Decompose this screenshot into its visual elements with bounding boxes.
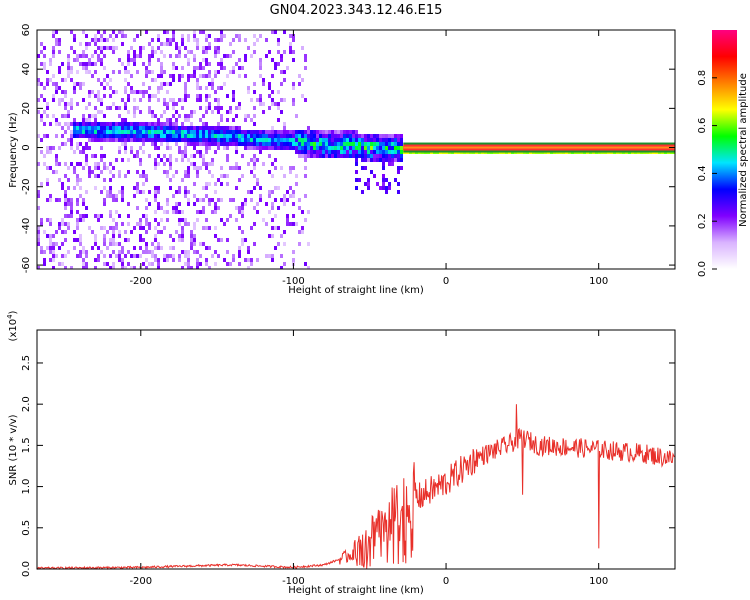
spectrogram-y-tick-label: -20 (21, 179, 32, 195)
colorbar: 0.0 0.2 0.4 0.6 0.8 Normalized spectral ampl… (697, 30, 749, 277)
colorbar-tick-label: 0.2 (697, 213, 708, 229)
colorbar-ticks: 0.0 0.2 0.4 0.6 0.8 (697, 70, 717, 277)
snr-multiplier: (x104) (6, 310, 19, 341)
snr-y-tick-label: 0.0 (21, 561, 32, 577)
snr-series-line (36, 404, 675, 571)
spectrogram-x-tick-label: -100 (282, 276, 305, 287)
spectrogram-y-tick-label: -40 (21, 218, 32, 234)
spectrogram-y-tick-label: 40 (21, 63, 32, 76)
snr-x-tick-label: 0 (443, 576, 449, 587)
snr-y-tick-label: 2.5 (21, 355, 32, 371)
snr-x-tick-label: -100 (282, 576, 305, 587)
spectrogram-x-label: Height of straight line (km) (288, 285, 424, 296)
snr-y-ticks: 0.0 0.5 1.0 1.5 2.0 2.5 (21, 355, 675, 577)
snr-y-tick-label: 0.5 (21, 520, 32, 536)
snr-x-label: Height of straight line (km) (288, 585, 424, 596)
colorbar-gradient (712, 30, 737, 269)
spectrogram-y-tick-label: 20 (21, 102, 32, 115)
snr-y-tick-label: 1.0 (21, 479, 32, 495)
figure-title: GN04.2023.343.12.46.E15 (270, 3, 443, 18)
spectrogram-y-tick-label: 0 (21, 144, 32, 150)
spectrogram-y-ticks: -60 -40 -20 0 20 40 60 (21, 24, 675, 273)
snr-frame (36, 329, 676, 570)
spectrogram-x-tick-label: -200 (129, 276, 152, 287)
snr-x-tick-label: 100 (589, 576, 608, 587)
colorbar-tick-label: 0.4 (697, 165, 708, 181)
ridge-band-core (403, 146, 675, 149)
spectrogram-x-ticks: -200 -100 0 100 (129, 30, 608, 287)
colorbar-label: Normalized spectral amplitude (738, 73, 749, 227)
colorbar-tick-label: 0.0 (697, 261, 708, 277)
spectrogram-x-tick-label: 100 (589, 276, 608, 287)
snr-panel: -200 -100 0 100 0.0 0.5 1.0 1.5 2.0 2.5 Height o… (6, 310, 676, 596)
spectrogram-y-tick-label: -60 (21, 257, 32, 273)
snr-y-tick-label: 1.5 (21, 437, 32, 453)
colorbar-tick-label: 0.8 (697, 70, 708, 86)
spectrogram-x-tick-label: 0 (443, 276, 449, 287)
spectrogram-cells (37, 30, 675, 269)
spectrogram-frame (36, 29, 676, 270)
snr-y-tick-label: 2.0 (21, 396, 32, 412)
spectrogram-y-label: Frequency (Hz) (8, 112, 19, 188)
snr-y-label: SNR (10 * v/v) (8, 414, 19, 485)
snr-x-ticks: -200 -100 0 100 (129, 330, 608, 587)
spectrogram-y-tick-label: 60 (21, 24, 32, 37)
snr-x-tick-label: -200 (129, 576, 152, 587)
colorbar-tick-label: 0.6 (697, 118, 708, 134)
